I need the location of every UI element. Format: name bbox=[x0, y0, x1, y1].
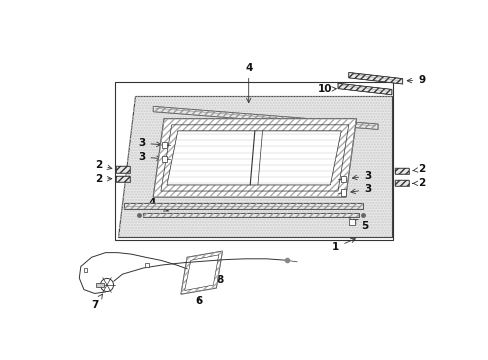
Polygon shape bbox=[337, 83, 391, 95]
Circle shape bbox=[100, 278, 113, 292]
Polygon shape bbox=[153, 106, 377, 130]
Text: 4: 4 bbox=[260, 127, 267, 142]
Polygon shape bbox=[184, 255, 218, 291]
Polygon shape bbox=[116, 176, 130, 182]
Text: 2: 2 bbox=[95, 174, 112, 184]
Polygon shape bbox=[167, 131, 341, 185]
Polygon shape bbox=[181, 251, 222, 294]
Text: 8: 8 bbox=[211, 274, 224, 285]
Bar bbox=[145, 263, 149, 267]
Polygon shape bbox=[394, 168, 408, 174]
Text: 10: 10 bbox=[317, 84, 336, 94]
Polygon shape bbox=[143, 213, 358, 217]
Text: 2: 2 bbox=[95, 160, 112, 170]
Polygon shape bbox=[123, 203, 362, 209]
Polygon shape bbox=[341, 189, 345, 196]
Text: 3: 3 bbox=[138, 152, 161, 162]
Text: 3: 3 bbox=[350, 184, 371, 194]
Polygon shape bbox=[162, 142, 167, 148]
Text: 6: 6 bbox=[195, 296, 203, 306]
Polygon shape bbox=[162, 156, 167, 162]
Polygon shape bbox=[348, 219, 354, 225]
Text: 4: 4 bbox=[149, 198, 168, 211]
Polygon shape bbox=[118, 95, 391, 237]
Text: 7: 7 bbox=[91, 294, 102, 310]
Text: 3: 3 bbox=[138, 138, 161, 148]
Text: 3: 3 bbox=[352, 171, 371, 181]
Text: 2: 2 bbox=[412, 165, 425, 175]
Polygon shape bbox=[348, 72, 402, 84]
Polygon shape bbox=[153, 119, 356, 197]
Bar bbox=[96, 283, 104, 287]
Text: 9: 9 bbox=[407, 75, 425, 85]
Text: 1: 1 bbox=[331, 238, 355, 252]
Polygon shape bbox=[341, 176, 345, 182]
Text: 4: 4 bbox=[244, 63, 252, 103]
Polygon shape bbox=[167, 131, 341, 185]
Text: 5: 5 bbox=[353, 219, 367, 231]
Polygon shape bbox=[394, 180, 408, 186]
Polygon shape bbox=[116, 166, 130, 172]
Text: 2: 2 bbox=[412, 178, 425, 188]
Bar bbox=[83, 269, 87, 272]
